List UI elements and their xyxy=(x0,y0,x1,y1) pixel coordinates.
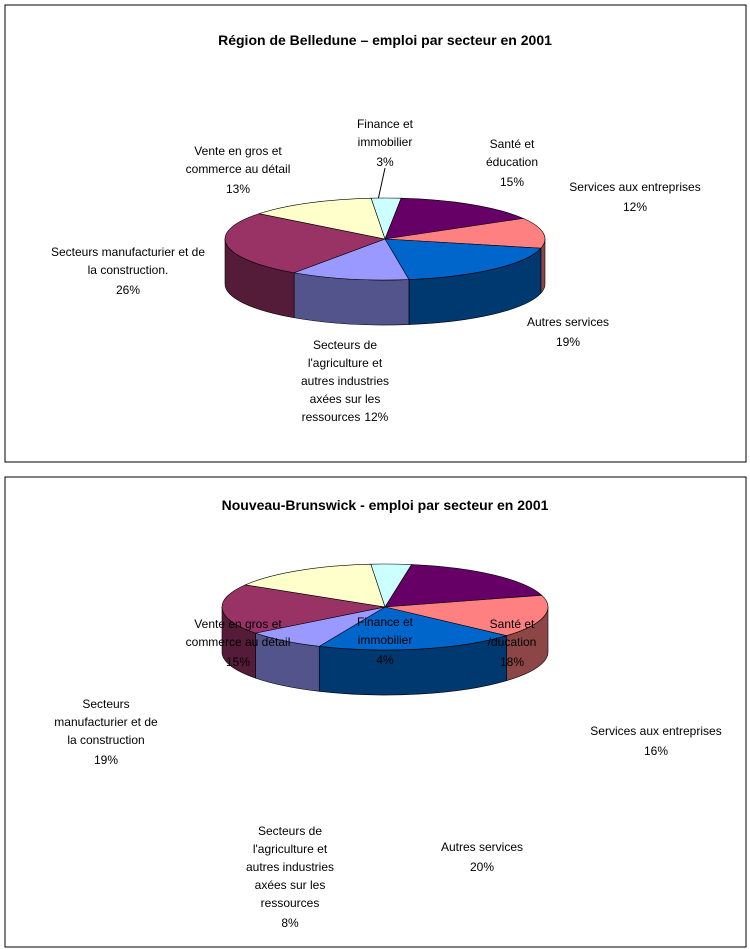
slice xyxy=(384,197,525,240)
value-label: 26% xyxy=(116,283,140,297)
value-label: 15% xyxy=(226,655,250,669)
category-label: ressources xyxy=(302,410,361,424)
category-label: Autres services xyxy=(527,315,609,329)
category-label: Services aux entreprises xyxy=(569,180,700,194)
value-label: 20% xyxy=(470,860,494,874)
category-label: axées sur les xyxy=(255,878,326,892)
category-label: Secteurs xyxy=(82,697,129,711)
value-label: 13% xyxy=(226,182,250,196)
category-label: Santé et xyxy=(490,137,535,151)
category-label: Santé et xyxy=(490,617,535,631)
chart-title: Nouveau-Brunswick - emploi par secteur e… xyxy=(222,497,549,513)
value-label: 12% xyxy=(364,410,388,424)
category-label: Secteurs manufacturier et de xyxy=(51,245,205,259)
category-label: commerce au détail xyxy=(186,635,291,649)
category-label: immobilier xyxy=(358,633,413,647)
category-label: axées sur les xyxy=(310,392,381,406)
category-label: l'agriculture et xyxy=(253,842,328,856)
slice xyxy=(384,218,546,249)
value-label: 12% xyxy=(623,200,647,214)
category-label: autres industries xyxy=(301,374,389,388)
leader-line xyxy=(377,167,386,201)
category-label: commerce au détail xyxy=(186,162,291,176)
slice xyxy=(244,563,386,608)
category-label: Vente en gros et xyxy=(194,144,282,158)
category-label: /ducation xyxy=(488,635,537,649)
value-label: 19% xyxy=(94,753,118,767)
category-label: l'agriculture et xyxy=(308,356,383,370)
chart-frame xyxy=(4,476,747,948)
slice-label: ressources 12% xyxy=(302,410,389,424)
category-label: Autres services xyxy=(441,840,523,854)
slice xyxy=(221,584,386,634)
category-label: Secteurs de xyxy=(313,338,377,352)
category-label: éducation xyxy=(486,155,538,169)
category-label: autres industries xyxy=(246,860,334,874)
value-label: 16% xyxy=(644,744,668,758)
value-label: 18% xyxy=(500,655,524,669)
category-label: Secteurs de xyxy=(258,824,322,838)
category-label: la construction xyxy=(67,733,144,747)
slice xyxy=(318,606,508,651)
category-label: ressources xyxy=(261,896,320,910)
category-label: Services aux entreprises xyxy=(590,724,721,738)
slice xyxy=(384,564,543,608)
slice xyxy=(293,238,410,281)
slice xyxy=(384,238,542,280)
value-label: 19% xyxy=(556,335,580,349)
chart-title: Région de Belledune – emploi par secteur… xyxy=(218,32,552,48)
slice-side xyxy=(293,272,410,326)
category-label: manufacturier et de xyxy=(54,715,158,729)
category-label: immobilier xyxy=(358,135,413,149)
value-label: 15% xyxy=(500,175,524,189)
value-label: 4% xyxy=(376,653,394,667)
category-label: Vente en gros et xyxy=(194,617,282,631)
value-label: 3% xyxy=(376,155,394,169)
category-label: Finance et xyxy=(357,117,414,131)
slice xyxy=(224,213,387,274)
value-label: 8% xyxy=(281,916,299,930)
slice xyxy=(384,594,549,636)
slice xyxy=(258,197,386,240)
category-label: Finance et xyxy=(357,615,414,629)
category-label: la construction. xyxy=(88,263,169,277)
